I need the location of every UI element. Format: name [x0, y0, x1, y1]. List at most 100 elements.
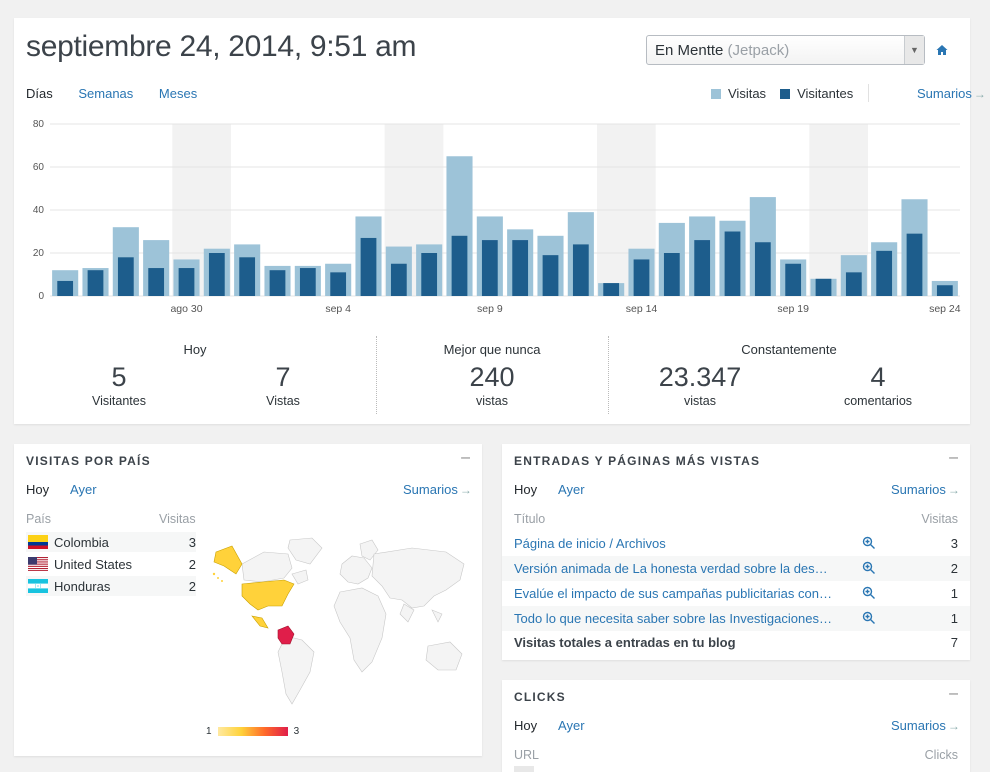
minimize-icon[interactable]: – — [461, 449, 470, 466]
post-value: 1 — [950, 586, 958, 601]
x-tick-label: ago 30 — [170, 303, 202, 315]
tab-days[interactable]: Días — [26, 86, 53, 101]
country-row: United States 2 — [26, 554, 196, 574]
summaries-link[interactable]: Sumarios → — [891, 718, 960, 733]
minimize-icon[interactable]: – — [949, 685, 958, 702]
zoom-in-icon[interactable] — [862, 536, 876, 550]
loading-placeholder — [514, 766, 534, 772]
bar-visitors — [512, 240, 529, 296]
post-value: 2 — [950, 561, 958, 576]
post-link[interactable]: Página de inicio / Archivos — [514, 536, 666, 551]
panel-title: VISITAS POR PAÍS — [26, 454, 151, 468]
stats-summary: Hoy 5 Visitantes 7 Vistas Mejor que nunc… — [14, 336, 970, 416]
scale-min: 1 — [206, 726, 212, 737]
legend-swatch-visitors — [780, 88, 791, 99]
tab-weeks[interactable]: Semanas — [78, 86, 134, 101]
flag-honduras-icon — [28, 579, 48, 593]
x-tick-label: sep 4 — [325, 303, 351, 315]
country-name: Colombia — [54, 535, 109, 550]
post-link[interactable]: Todo lo que necesita saber sobre las Inv… — [514, 611, 834, 626]
bar-visitors — [876, 250, 893, 296]
tab-today[interactable]: Hoy — [514, 482, 538, 497]
summaries-link[interactable]: Sumarios → — [891, 482, 960, 497]
stat-all-time-views: 23.347 vistas — [630, 362, 770, 408]
bar-visitors — [542, 255, 559, 296]
country-row: Colombia 3 — [26, 532, 196, 552]
x-tick-label: sep 14 — [626, 303, 658, 315]
column-header-visits: Visitas — [159, 512, 196, 526]
zoom-in-icon[interactable] — [862, 611, 876, 625]
flag-colombia-icon — [28, 535, 48, 549]
divider — [868, 84, 869, 102]
y-tick-label: 20 — [33, 248, 45, 259]
bar-visitors — [148, 268, 165, 296]
bar-visitors — [785, 263, 802, 296]
y-tick-label: 80 — [33, 119, 45, 130]
stat-value: 5 — [111, 362, 127, 392]
bar-visitors — [299, 268, 316, 296]
bar-visitors — [57, 280, 74, 296]
stats-all-time-title: Constantemente — [741, 342, 837, 357]
post-value: 1 — [950, 611, 958, 626]
panel-tabs: Hoy Ayer — [26, 482, 97, 497]
column-header-visits: Visitas — [921, 512, 958, 526]
stats-today-title: Hoy — [183, 342, 207, 357]
country-value: 2 — [188, 579, 196, 594]
bar-visitors — [117, 257, 134, 296]
zoom-in-icon[interactable] — [862, 586, 876, 600]
post-row: Evalúe el impacto de sus campañas public… — [502, 581, 970, 606]
site-select[interactable]: En Mentte (Jetpack) ▼ — [646, 35, 925, 65]
stat-value: 240 — [469, 362, 515, 392]
post-link[interactable]: Evalúe el impacto de sus campañas public… — [514, 586, 834, 601]
bar-visitors — [269, 270, 286, 296]
stat-value: 23.347 — [658, 362, 742, 392]
tab-months[interactable]: Meses — [158, 86, 198, 101]
bar-visitors — [694, 240, 711, 296]
stats-best-title: Mejor que nunca — [443, 342, 541, 357]
tab-yesterday[interactable]: Ayer — [558, 718, 585, 733]
tab-yesterday[interactable]: Ayer — [70, 482, 97, 497]
bar-visitors — [178, 268, 195, 296]
home-icon[interactable] — [935, 43, 949, 57]
post-value: 3 — [950, 536, 958, 551]
minimize-icon[interactable]: – — [949, 449, 958, 466]
column-header-country: País — [26, 512, 52, 526]
summaries-link[interactable]: Sumarios → — [403, 482, 472, 497]
top-posts-panel: ENTRADAS Y PÁGINAS MÁS VISTAS – Hoy Ayer… — [502, 444, 970, 660]
x-tick-label: sep 24 — [929, 303, 961, 315]
map-scale-legend: 1 3 — [206, 726, 299, 737]
traffic-panel: septiembre 24, 2014, 9:51 am En Mentte (… — [14, 18, 986, 424]
summaries-link[interactable]: Sumarios → — [917, 86, 986, 101]
zoom-in-icon[interactable] — [862, 561, 876, 575]
country-value: 2 — [188, 557, 196, 572]
bar-visitors — [572, 244, 589, 296]
post-row: Todo lo que necesita saber sobre las Inv… — [502, 606, 970, 631]
legend-swatch-visits — [711, 88, 721, 99]
arrow-right-icon: → — [973, 87, 986, 101]
column-header-url: URL — [514, 748, 540, 762]
site-select-suffix: (Jetpack) — [727, 42, 790, 59]
tab-today[interactable]: Hoy — [26, 482, 50, 497]
flag-us-icon — [28, 557, 48, 571]
legend-visits: Visitas — [728, 86, 767, 101]
y-tick-label: 40 — [33, 205, 45, 216]
bar-visitors — [481, 240, 498, 296]
bar-visitors — [451, 235, 468, 296]
colombia-region — [277, 625, 295, 645]
stat-all-time-comments: 4 comentarios — [808, 362, 948, 408]
country-row: Honduras 2 — [26, 576, 196, 596]
alaska-region — [213, 545, 243, 575]
chart-legend: Visitas Visitantes — [711, 86, 867, 101]
bar-visitors — [421, 253, 438, 296]
bar-visitors — [360, 237, 377, 296]
chevron-down-icon[interactable]: ▼ — [904, 36, 924, 64]
bar-visitors — [330, 272, 347, 296]
post-row: Versión animada de La honesta verdad sob… — [502, 556, 970, 581]
tab-today[interactable]: Hoy — [514, 718, 538, 733]
column-header-clicks: Clicks — [924, 748, 958, 762]
bar-visitors — [724, 231, 741, 296]
tab-yesterday[interactable]: Ayer — [558, 482, 585, 497]
bar-visitors — [239, 257, 256, 296]
legend-visitors: Visitantes — [797, 86, 854, 101]
post-link[interactable]: Versión animada de La honesta verdad sob… — [514, 561, 834, 576]
